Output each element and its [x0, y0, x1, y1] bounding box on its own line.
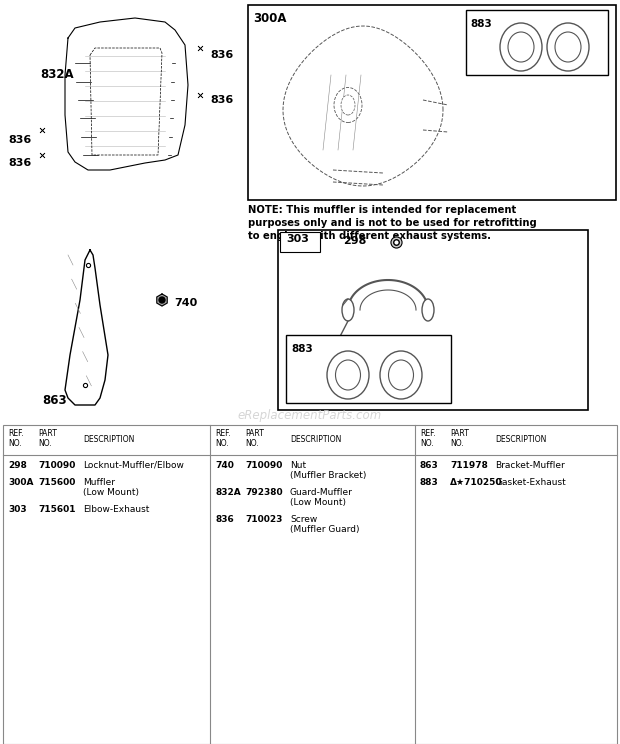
Text: REF.: REF. — [420, 429, 436, 438]
Ellipse shape — [508, 32, 534, 62]
Text: Locknut-Muffler/Elbow: Locknut-Muffler/Elbow — [83, 461, 184, 470]
Text: NO.: NO. — [38, 440, 51, 449]
Text: Muffler: Muffler — [83, 478, 115, 487]
Text: 836: 836 — [210, 95, 233, 105]
Text: 711978: 711978 — [450, 461, 488, 470]
Text: Elbow-Exhaust: Elbow-Exhaust — [83, 505, 149, 514]
Ellipse shape — [389, 360, 414, 390]
Bar — [286, 335, 451, 403]
Ellipse shape — [342, 299, 354, 321]
Text: NO.: NO. — [420, 440, 434, 449]
Text: eReplacementParts.com: eReplacementParts.com — [238, 408, 382, 422]
Ellipse shape — [341, 95, 355, 115]
Text: 883: 883 — [291, 344, 312, 354]
Text: NO.: NO. — [450, 440, 464, 449]
Ellipse shape — [547, 23, 589, 71]
Ellipse shape — [327, 351, 369, 399]
Ellipse shape — [380, 351, 422, 399]
Text: 710090: 710090 — [38, 461, 76, 470]
Text: 300A: 300A — [8, 478, 33, 487]
Text: 832A: 832A — [215, 488, 241, 497]
Text: Δ★710250: Δ★710250 — [450, 478, 502, 487]
Text: Screw: Screw — [290, 515, 317, 524]
Text: 710023: 710023 — [245, 515, 282, 524]
Text: 300A: 300A — [253, 13, 286, 25]
Polygon shape — [157, 294, 167, 306]
Text: 298: 298 — [343, 236, 366, 246]
Text: 303: 303 — [286, 234, 309, 244]
Ellipse shape — [422, 299, 434, 321]
Text: 863: 863 — [420, 461, 439, 470]
Text: 715601: 715601 — [38, 505, 76, 514]
Text: REF.: REF. — [8, 429, 24, 438]
Ellipse shape — [555, 32, 581, 62]
Text: PART: PART — [450, 429, 469, 438]
Ellipse shape — [334, 88, 362, 123]
Text: Bracket-Muffler: Bracket-Muffler — [495, 461, 565, 470]
Bar — [3, 425, 617, 744]
Text: Nut: Nut — [290, 461, 306, 470]
Bar — [280, 232, 320, 252]
Text: NO.: NO. — [8, 440, 22, 449]
Text: 298: 298 — [8, 461, 27, 470]
Text: Gasket-Exhaust: Gasket-Exhaust — [495, 478, 565, 487]
Text: (Muffler Bracket): (Muffler Bracket) — [290, 471, 366, 480]
Text: PART: PART — [245, 429, 264, 438]
Text: 303: 303 — [8, 505, 27, 514]
Text: (Low Mount): (Low Mount) — [290, 498, 346, 507]
Text: PART: PART — [38, 429, 57, 438]
Polygon shape — [65, 250, 108, 405]
Text: 740: 740 — [215, 461, 234, 470]
Text: 715600: 715600 — [38, 478, 76, 487]
Text: (Low Mount): (Low Mount) — [83, 488, 139, 497]
Circle shape — [159, 297, 165, 303]
Text: 836: 836 — [8, 158, 31, 168]
Text: REF.: REF. — [215, 429, 231, 438]
Text: 836: 836 — [210, 50, 233, 60]
Text: 883: 883 — [420, 478, 439, 487]
Text: DESCRIPTION: DESCRIPTION — [290, 434, 342, 443]
Text: 710090: 710090 — [245, 461, 282, 470]
Polygon shape — [65, 18, 188, 170]
Text: 832A: 832A — [40, 68, 74, 82]
Ellipse shape — [335, 360, 360, 390]
Ellipse shape — [500, 23, 542, 71]
Text: 863: 863 — [42, 394, 66, 406]
Bar — [278, 230, 588, 410]
Bar — [248, 5, 616, 200]
Text: 792380: 792380 — [245, 488, 283, 497]
Text: 740: 740 — [174, 298, 197, 308]
Bar — [466, 10, 608, 75]
Text: DESCRIPTION: DESCRIPTION — [83, 434, 135, 443]
Text: NO.: NO. — [215, 440, 229, 449]
Text: 883: 883 — [470, 19, 492, 29]
Text: Guard-Muffler: Guard-Muffler — [290, 488, 353, 497]
Text: (Muffler Guard): (Muffler Guard) — [290, 525, 360, 534]
Text: DESCRIPTION: DESCRIPTION — [495, 434, 546, 443]
Text: NOTE: This muffler is intended for replacement
purposes only and is not to be us: NOTE: This muffler is intended for repla… — [248, 205, 537, 241]
Text: NO.: NO. — [245, 440, 259, 449]
Text: 836: 836 — [215, 515, 234, 524]
Text: 836: 836 — [8, 135, 31, 145]
